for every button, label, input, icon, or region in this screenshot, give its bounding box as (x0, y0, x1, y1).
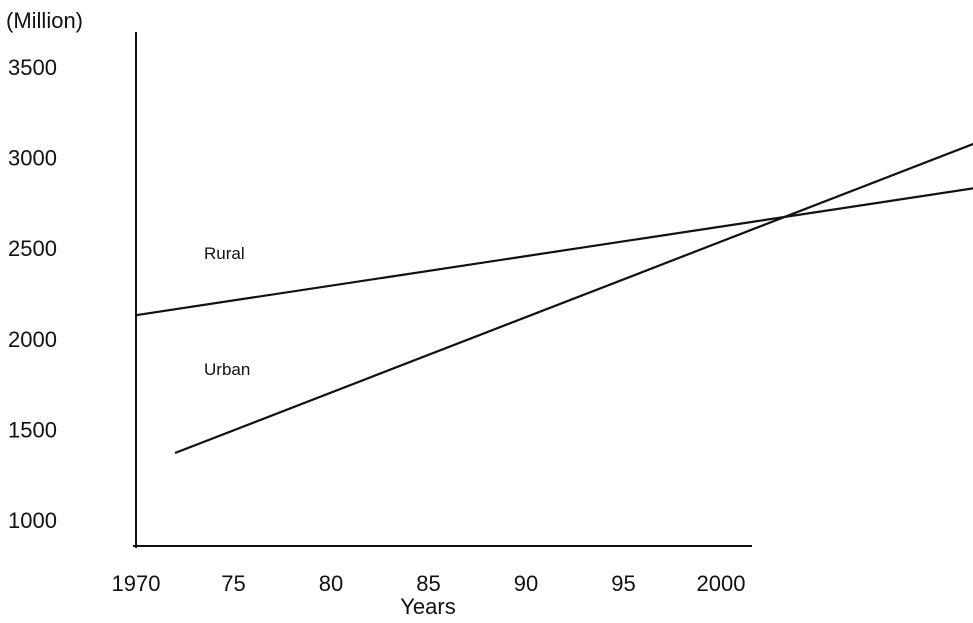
y-tick-label: 3500 (8, 55, 57, 80)
x-tick-label: 1970 (112, 571, 161, 596)
x-tick-label: 2000 (697, 571, 746, 596)
series-label-rural: Rural (204, 244, 245, 263)
y-tick-labels: 1000 1500 2000 2500 3000 3500 (8, 55, 57, 533)
y-tick-label: 2000 (8, 327, 57, 352)
x-tick-label: 90 (514, 571, 538, 596)
x-axis-title: Years (400, 594, 455, 619)
axes (133, 32, 752, 548)
x-tick-label: 80 (319, 571, 343, 596)
y-tick-label: 1500 (8, 417, 57, 442)
x-tick-label: 95 (611, 571, 635, 596)
series-lines (135, 142, 973, 455)
series-line-urban (174, 142, 973, 455)
x-tick-label: 75 (221, 571, 245, 596)
y-tick-label: 2500 (8, 236, 57, 261)
series-line-rural (135, 187, 973, 317)
x-tick-labels: 1970 75 80 85 90 95 2000 (112, 571, 746, 596)
series-label-urban: Urban (204, 360, 250, 379)
y-tick-label: 3000 (8, 146, 57, 171)
series-labels: Rural Urban (204, 244, 250, 379)
x-tick-label: 85 (416, 571, 440, 596)
y-tick-label: 1000 (8, 508, 57, 533)
y-axis-title: (Million) (6, 8, 83, 33)
